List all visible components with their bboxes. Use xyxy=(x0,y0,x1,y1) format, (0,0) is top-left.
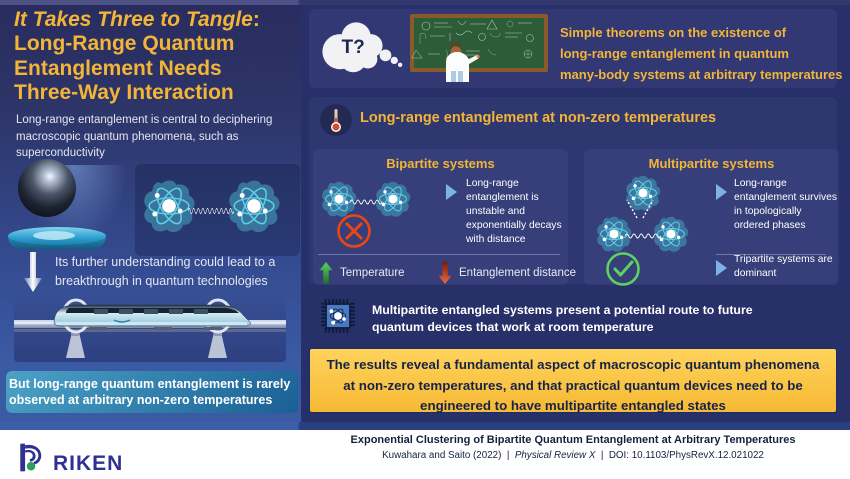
svg-text:T?: T? xyxy=(342,37,365,58)
